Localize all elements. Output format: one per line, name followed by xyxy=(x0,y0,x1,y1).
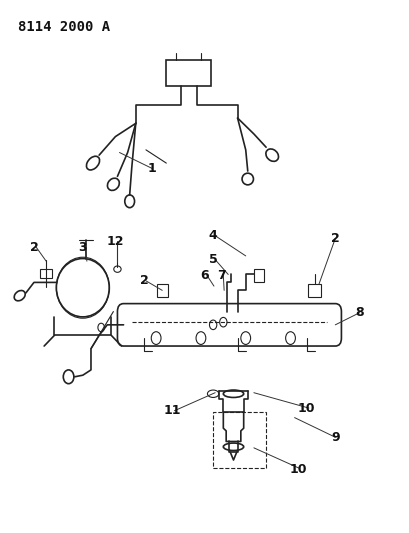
Text: 11: 11 xyxy=(163,404,181,417)
Text: 3: 3 xyxy=(79,241,87,254)
Text: 9: 9 xyxy=(330,431,339,444)
FancyBboxPatch shape xyxy=(156,284,168,297)
Circle shape xyxy=(240,332,250,344)
Circle shape xyxy=(219,317,227,327)
Ellipse shape xyxy=(241,173,253,185)
Text: 8114 2000 A: 8114 2000 A xyxy=(18,20,110,34)
Text: 6: 6 xyxy=(200,269,209,282)
Ellipse shape xyxy=(107,178,119,190)
Text: 2: 2 xyxy=(330,232,339,245)
Circle shape xyxy=(124,195,134,208)
Circle shape xyxy=(98,323,104,332)
Ellipse shape xyxy=(223,390,243,398)
Text: 2: 2 xyxy=(29,241,38,254)
Circle shape xyxy=(285,332,294,344)
Circle shape xyxy=(151,332,161,344)
Ellipse shape xyxy=(14,290,25,301)
Text: 8: 8 xyxy=(355,306,363,319)
FancyBboxPatch shape xyxy=(40,269,52,278)
Circle shape xyxy=(209,320,216,329)
Text: 4: 4 xyxy=(208,229,217,242)
Text: 5: 5 xyxy=(208,253,217,266)
Circle shape xyxy=(196,332,205,344)
Text: 7: 7 xyxy=(216,269,225,282)
Ellipse shape xyxy=(223,443,243,450)
FancyBboxPatch shape xyxy=(166,60,211,86)
Ellipse shape xyxy=(207,390,218,398)
Circle shape xyxy=(63,370,74,384)
Ellipse shape xyxy=(114,266,121,272)
FancyBboxPatch shape xyxy=(253,269,263,282)
FancyBboxPatch shape xyxy=(308,284,321,297)
Ellipse shape xyxy=(265,149,278,161)
Text: 1: 1 xyxy=(147,162,156,175)
Ellipse shape xyxy=(86,156,99,170)
Text: 2: 2 xyxy=(139,274,148,287)
FancyBboxPatch shape xyxy=(117,304,341,346)
Text: 10: 10 xyxy=(289,463,307,475)
Text: 10: 10 xyxy=(297,401,315,415)
Ellipse shape xyxy=(56,259,109,317)
Text: 12: 12 xyxy=(106,235,124,247)
